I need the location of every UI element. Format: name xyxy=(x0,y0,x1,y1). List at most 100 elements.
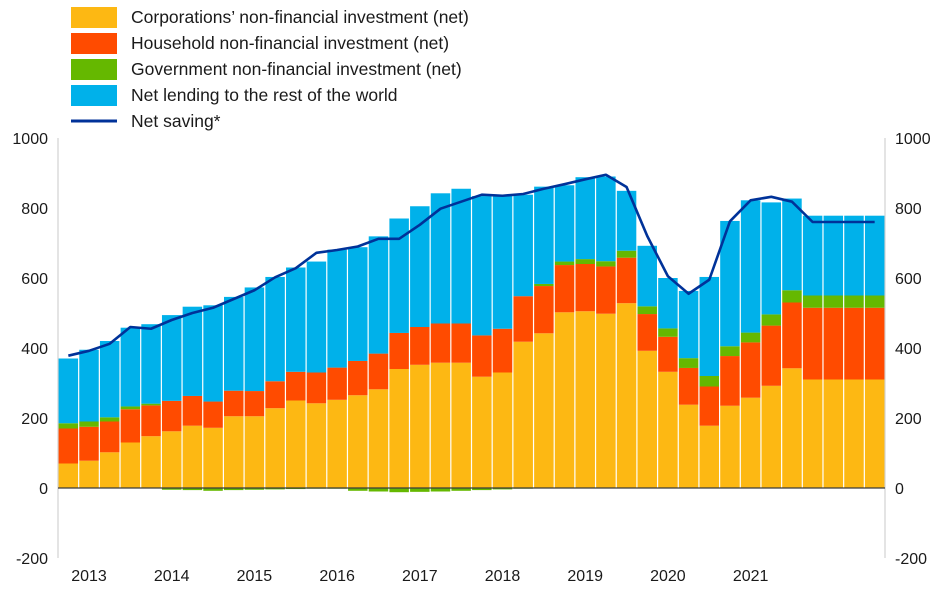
bar-households xyxy=(823,307,844,380)
bar-corporations xyxy=(492,372,513,488)
bar-households xyxy=(864,307,885,380)
bar-government xyxy=(658,328,678,337)
bar-government xyxy=(720,346,740,357)
bar-households xyxy=(492,328,513,373)
bar-government xyxy=(637,306,657,315)
bar-corporations xyxy=(782,368,802,488)
bar-corporations xyxy=(678,404,699,488)
bar-households xyxy=(782,302,802,369)
legend-label: Household non-financial investment (net) xyxy=(131,33,449,53)
bar-households xyxy=(678,367,699,405)
x-tick-label: 2015 xyxy=(237,568,273,585)
bar-government xyxy=(182,488,203,491)
bar-net-lending xyxy=(678,290,699,359)
bar-households xyxy=(554,265,575,313)
bar-net-lending xyxy=(79,349,99,422)
y-tick-label-right: -200 xyxy=(895,551,927,568)
bar-corporations xyxy=(554,312,575,488)
x-tick-label: 2017 xyxy=(402,568,438,585)
bar-corporations xyxy=(224,416,244,488)
bar-government xyxy=(430,488,451,492)
bar-households xyxy=(182,395,203,426)
bar-government xyxy=(244,488,265,490)
bar-households xyxy=(161,400,182,432)
bar-corporations xyxy=(389,369,409,488)
bars xyxy=(58,176,885,493)
bar-households xyxy=(99,421,120,453)
bar-net-lending xyxy=(265,276,285,382)
x-tick-label: 2016 xyxy=(319,568,355,585)
bar-households xyxy=(761,325,782,386)
bar-government xyxy=(224,488,244,491)
bar-net-lending xyxy=(327,249,347,368)
bar-net-lending xyxy=(616,190,637,251)
bar-government xyxy=(410,488,430,492)
bar-net-lending xyxy=(492,194,513,329)
bar-households xyxy=(513,296,533,342)
y-tick-label-left: -200 xyxy=(16,551,48,568)
bar-government xyxy=(120,406,141,410)
bar-net-lending xyxy=(658,278,678,329)
bar-government xyxy=(616,250,637,258)
bar-net-lending xyxy=(410,206,430,327)
bar-households xyxy=(637,314,657,351)
bar-government xyxy=(534,283,554,287)
bar-corporations xyxy=(182,425,203,488)
bar-households xyxy=(286,371,306,401)
bar-corporations xyxy=(410,364,430,488)
bar-households xyxy=(348,360,368,396)
bar-net-lending xyxy=(203,305,223,402)
bar-government xyxy=(492,488,513,490)
bar-corporations xyxy=(472,376,492,488)
bar-corporations xyxy=(161,431,182,488)
bar-households xyxy=(224,390,244,417)
y-tick-label-right: 600 xyxy=(895,271,922,288)
bar-government xyxy=(761,314,782,326)
bar-corporations xyxy=(286,400,306,488)
tick-labels: -200 -200 0 0 200 200 400 400 600 600 800 800 1000 10… xyxy=(12,131,930,585)
bar-households xyxy=(306,372,327,404)
bar-corporations xyxy=(141,436,161,488)
bar-households xyxy=(244,391,265,417)
bar-corporations xyxy=(616,303,637,488)
bar-corporations xyxy=(327,399,347,488)
bar-corporations xyxy=(265,408,285,488)
bar-government xyxy=(782,290,802,303)
bar-households xyxy=(740,342,761,398)
bar-households xyxy=(79,426,99,461)
bar-corporations xyxy=(244,416,265,488)
y-tick-label-left: 800 xyxy=(21,201,48,218)
bar-households xyxy=(389,332,409,369)
y-tick-label-right: 200 xyxy=(895,411,922,428)
net-saving-line xyxy=(68,173,875,357)
bar-corporations xyxy=(575,311,595,488)
bar-net-lending xyxy=(534,186,554,284)
bar-corporations xyxy=(864,379,885,488)
bar-households xyxy=(430,323,451,363)
bar-households xyxy=(141,405,161,437)
bar-government xyxy=(58,423,79,429)
bar-net-lending xyxy=(58,358,79,424)
bar-net-lending xyxy=(699,276,720,376)
bar-net-lending xyxy=(224,296,244,391)
x-tick-label: 2018 xyxy=(485,568,521,585)
bar-households xyxy=(451,323,471,363)
bar-net-lending xyxy=(575,177,595,260)
bar-corporations xyxy=(451,362,471,488)
bar-government xyxy=(596,261,616,267)
bar-corporations xyxy=(79,460,99,488)
bar-net-lending xyxy=(782,198,802,291)
bar-government xyxy=(451,488,471,491)
bar-corporations xyxy=(699,425,720,488)
bar-net-lending xyxy=(472,196,492,336)
bar-net-lending xyxy=(141,324,161,404)
bar-corporations xyxy=(802,379,823,488)
bar-households xyxy=(802,307,823,380)
bar-corporations xyxy=(740,397,761,488)
y-tick-label-left: 1000 xyxy=(12,131,48,148)
bar-government xyxy=(472,488,492,491)
x-tick-label: 2013 xyxy=(71,568,107,585)
bar-government xyxy=(864,295,885,308)
bar-net-lending xyxy=(368,236,389,354)
bar-corporations xyxy=(534,333,554,488)
